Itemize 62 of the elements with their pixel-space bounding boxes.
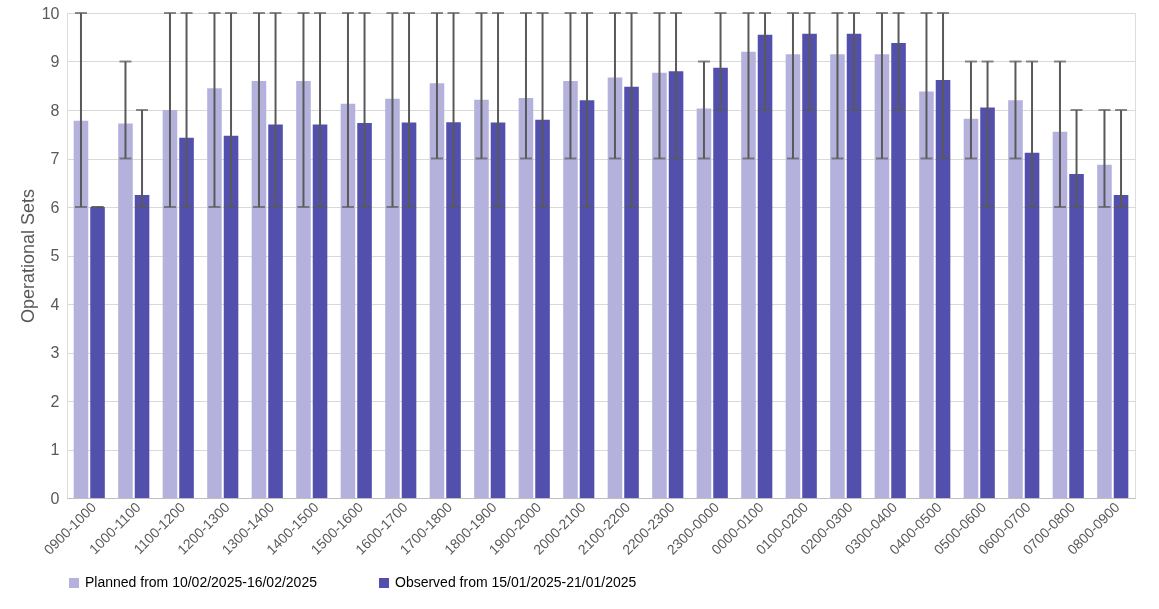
bar: [179, 137, 194, 498]
y-tick-label: 4: [50, 295, 60, 313]
bar: [785, 54, 801, 498]
bar: [268, 124, 283, 498]
bar: [935, 79, 951, 498]
y-axis-title: Operational Sets: [17, 188, 38, 324]
bar: [535, 119, 550, 498]
y-tick-label: 9: [50, 53, 60, 70]
bar: [1069, 174, 1084, 498]
bar: [607, 77, 623, 498]
bar: [118, 123, 133, 498]
bar: [713, 67, 728, 498]
bar: [846, 33, 862, 498]
y-tick-label: 1: [50, 441, 60, 458]
bar: [1008, 100, 1023, 498]
bar: [652, 72, 667, 498]
bar: [251, 80, 267, 498]
y-tick-label: 5: [50, 247, 60, 264]
y-tick-label: 2: [50, 392, 60, 410]
bar: [624, 86, 639, 498]
bar: [891, 43, 906, 498]
bar: [830, 54, 845, 498]
bar: [696, 108, 712, 498]
bar: [162, 110, 178, 498]
y-tick-label: 0: [50, 489, 60, 507]
bar: [73, 120, 89, 498]
bar: [802, 33, 817, 498]
bar: [1052, 131, 1068, 498]
bar: [963, 118, 979, 498]
bar: [919, 91, 934, 498]
bar: [563, 80, 578, 498]
y-tick-label: 10: [41, 4, 60, 22]
bar: [980, 107, 995, 498]
legend-label: Observed from 15/01/2025-21/01/2025: [395, 574, 637, 590]
bar: [312, 124, 328, 498]
bar: [134, 194, 150, 498]
bar: [1113, 194, 1129, 498]
bar: [490, 122, 506, 498]
bar: [357, 123, 372, 498]
y-tick-label: 3: [50, 344, 60, 361]
bar: [429, 83, 445, 498]
bar: [223, 135, 239, 498]
bar: [1097, 164, 1112, 498]
y-tick-label: 7: [50, 150, 60, 167]
bar: [741, 51, 756, 498]
bar: [446, 122, 461, 498]
y-tick-label: 8: [50, 101, 60, 119]
bar: [401, 122, 417, 498]
y-tick-label: 6: [50, 198, 60, 216]
bar: [207, 88, 222, 498]
bar: [296, 80, 311, 498]
bar: [340, 103, 356, 498]
bar: [874, 54, 890, 498]
bar: [1024, 152, 1040, 498]
legend-label: Planned from 10/02/2025-16/02/2025: [85, 574, 318, 590]
bar: [579, 100, 595, 498]
bar: [757, 34, 773, 498]
bar: [385, 98, 400, 498]
bar: [668, 71, 684, 498]
bar: [474, 99, 489, 498]
bar: [518, 97, 534, 498]
bar: [90, 207, 105, 498]
